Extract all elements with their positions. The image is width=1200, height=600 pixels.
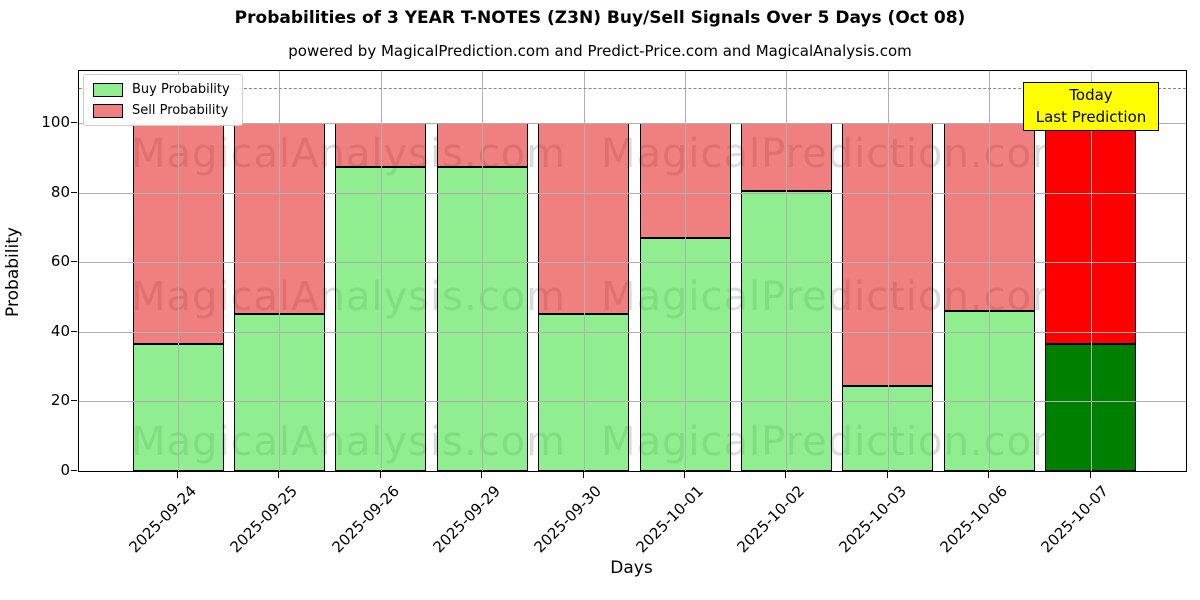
gridline-vertical [380, 71, 382, 471]
annotation-line-1: Today [1069, 86, 1113, 104]
y-tick-mark [71, 400, 77, 402]
gridline-horizontal [79, 123, 1186, 125]
gridline-vertical [1090, 71, 1092, 471]
x-tick-mark [785, 472, 787, 478]
gridline-horizontal [79, 192, 1186, 194]
gridline-vertical [279, 71, 281, 471]
chart-subtitle: powered by MagicalPrediction.com and Pre… [288, 42, 912, 60]
x-tick-label: 2025-10-07 [1037, 482, 1113, 557]
x-tick-label: 2025-09-26 [328, 482, 403, 557]
x-axis-title: Days [610, 558, 653, 578]
y-tick-label: 80 [50, 182, 70, 201]
legend: Buy Probability Sell Probability [83, 74, 243, 126]
gridline-horizontal [79, 331, 1186, 333]
x-tick-label: 2025-10-01 [632, 482, 707, 557]
x-tick-mark [481, 472, 483, 478]
y-tick-label: 40 [50, 321, 70, 340]
gridline-vertical [786, 71, 788, 471]
chart-title: Probabilities of 3 YEAR T-NOTES (Z3N) Bu… [234, 8, 966, 28]
y-tick-label: 0 [60, 461, 70, 479]
gridline-vertical [583, 71, 585, 471]
x-tick-mark [278, 472, 280, 478]
x-tick-label: 2025-09-25 [226, 482, 302, 557]
gridline-vertical [178, 71, 179, 471]
gridline-vertical [685, 71, 686, 471]
y-tick-label: 60 [50, 252, 70, 271]
gridline-horizontal [79, 401, 1186, 403]
y-tick-mark [71, 261, 77, 263]
legend-label-sell: Sell Probability [132, 103, 229, 118]
x-tick-mark [684, 472, 685, 478]
y-tick-label: 100 [41, 113, 70, 132]
gridline-vertical [887, 71, 889, 471]
y-tick-label: 20 [50, 391, 70, 410]
y-tick-mark [71, 470, 77, 471]
x-tick-mark [177, 472, 178, 478]
legend-item-buy: Buy Probability [93, 82, 230, 97]
x-tick-label: 2025-09-30 [530, 482, 606, 557]
x-tick-label: 2025-10-03 [835, 482, 910, 557]
x-tick-label: 2025-10-06 [936, 482, 1011, 557]
y-axis-title: Probability [3, 227, 23, 317]
gridline-vertical [482, 71, 484, 471]
x-tick-mark [1089, 472, 1091, 478]
annotation-line-2: Last Prediction [1035, 108, 1147, 126]
legend-label-buy: Buy Probability [132, 82, 230, 97]
x-tick-label: 2025-09-24 [125, 482, 200, 557]
y-tick-mark [71, 191, 77, 193]
x-tick-mark [379, 472, 381, 478]
today-annotation-box: Today Last Prediction [1023, 82, 1159, 131]
legend-item-sell: Sell Probability [93, 103, 230, 118]
y-tick-mark [71, 330, 77, 332]
x-tick-mark [582, 472, 584, 478]
y-tick-mark [71, 122, 77, 124]
plot-area: MagicalAnalysis.com MagicalPrediction.co… [78, 70, 1187, 472]
x-tick-mark [886, 472, 888, 478]
buy-color-swatch [93, 82, 123, 97]
gridline-horizontal [79, 262, 1186, 264]
gridline-vertical [989, 71, 991, 471]
x-tick-label: 2025-09-29 [429, 482, 504, 557]
threshold-dashed-line [79, 88, 1186, 90]
x-tick-label: 2025-10-02 [733, 482, 809, 557]
x-tick-mark [988, 472, 990, 478]
sell-color-swatch [93, 103, 123, 118]
